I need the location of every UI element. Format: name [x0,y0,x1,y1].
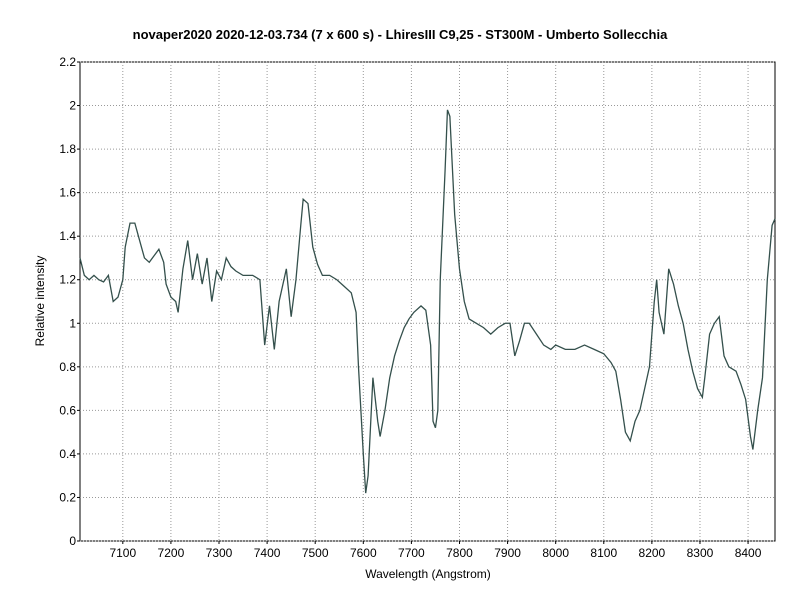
x-tick-label: 7200 [158,546,185,560]
x-tick-label: 8100 [590,546,617,560]
y-tick-label: 0.6 [59,403,76,417]
spectrum-line [79,109,776,494]
chart-title: novaper2020 2020-12-03.734 (7 x 600 s) -… [133,27,668,42]
x-tick-label: 7900 [494,546,521,560]
y-tick-label: 1.8 [59,142,76,156]
y-tick-label: 1.2 [59,273,76,287]
y-tick-label: 1.6 [59,186,76,200]
y-tick-label: 0.8 [59,360,76,374]
y-tick-label: 2.2 [59,55,76,69]
x-tick-label: 7700 [398,546,425,560]
y-tick-label: 1 [69,316,76,330]
x-tick-label: 7300 [206,546,233,560]
plot-area [79,61,776,542]
x-tick-label: 7500 [302,546,329,560]
x-tick-label: 8000 [542,546,569,560]
y-tick-label: 2 [69,99,76,113]
x-tick-label: 8300 [687,546,714,560]
x-tick-label: 7400 [254,546,281,560]
x-tick-label: 8200 [639,546,666,560]
x-tick-label: 8400 [735,546,762,560]
x-tick-label: 7100 [109,546,136,560]
x-tick-label: 7800 [446,546,473,560]
y-axis-label: Relative intensity [33,256,47,347]
x-tick-label: 7600 [350,546,377,560]
x-axis-label: Wavelength (Angstrom) [365,567,491,581]
y-tick-label: 0.4 [59,447,76,461]
y-tick-label: 0 [69,534,76,548]
y-tick-label: 0.2 [59,490,76,504]
y-tick-label: 1.4 [59,229,76,243]
